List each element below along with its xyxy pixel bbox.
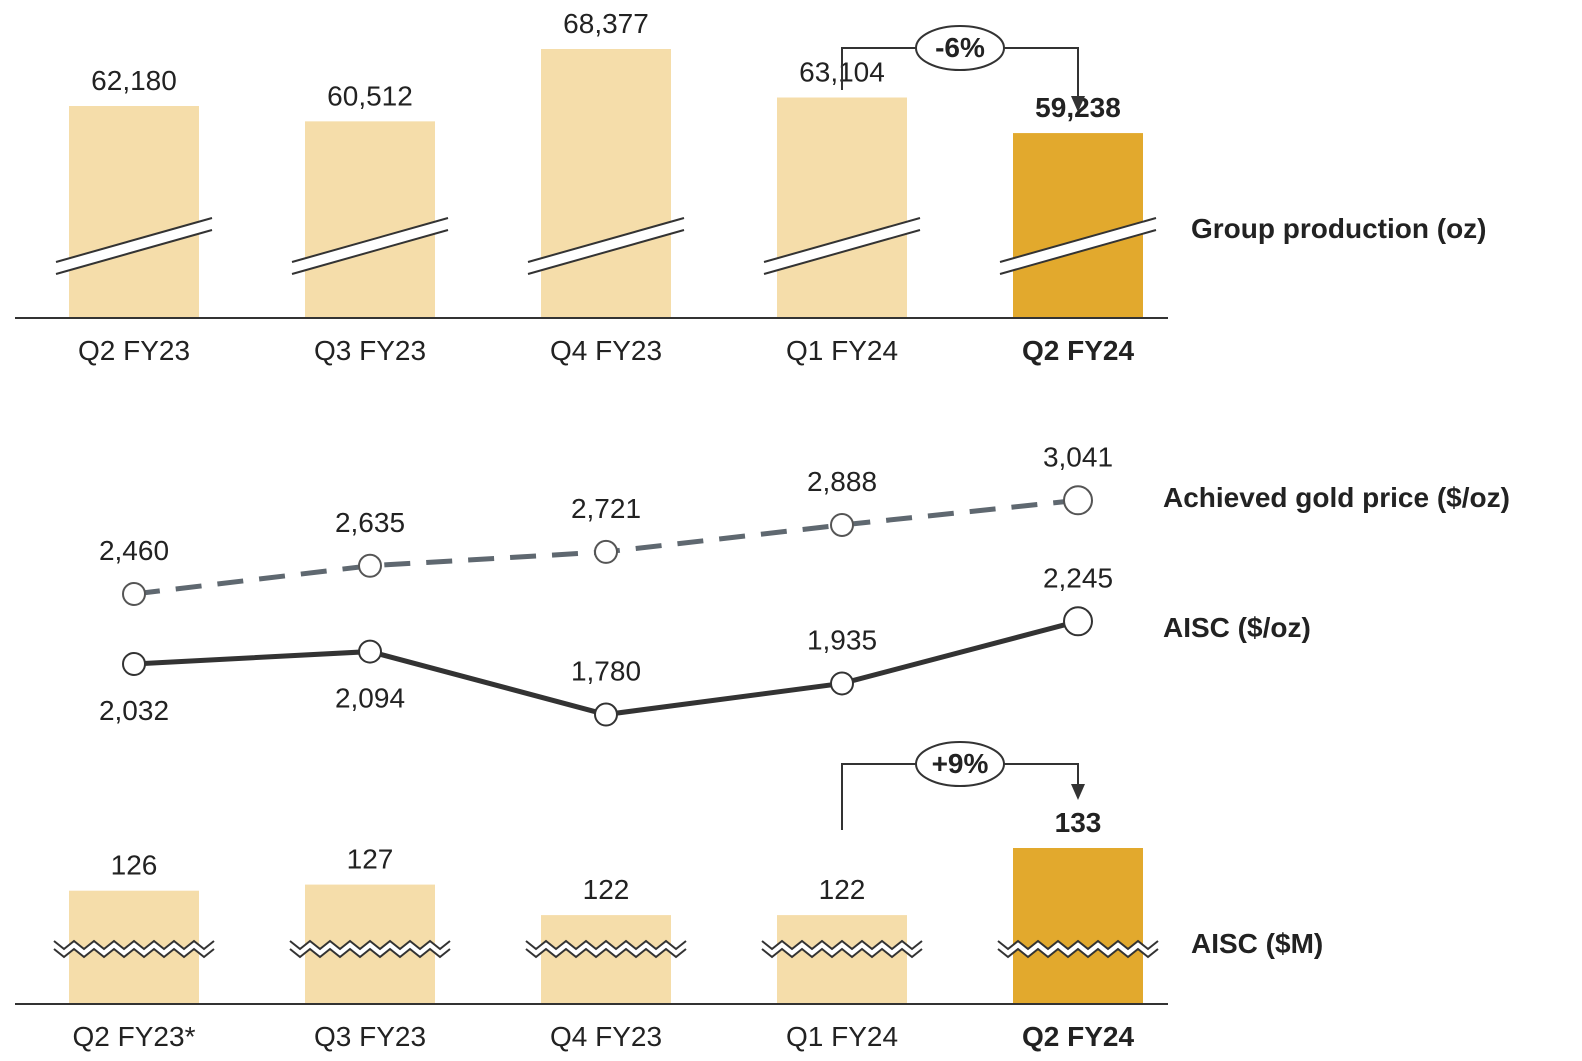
p3-value-label-1: 127 xyxy=(347,844,394,875)
p3-category-label-0: Q2 FY23* xyxy=(73,1021,196,1052)
p3-value-label-4: 133 xyxy=(1055,807,1102,838)
aisc-category-labels: Q2 FY23* Q3 FY23 Q4 FY23 Q1 FY24 Q2 FY24 xyxy=(73,1021,1135,1052)
price-point-2 xyxy=(594,539,618,564)
p3-break-line-a-4 xyxy=(997,939,1159,951)
price-value-label-1: 2,635 xyxy=(335,507,405,538)
p3-category-label-4: Q2 FY24 xyxy=(1022,1021,1134,1052)
p1-bar-3 xyxy=(777,97,907,318)
p1-break-line-b-4 xyxy=(999,229,1157,275)
price-value-label-2: 2,721 xyxy=(571,493,641,524)
p3-callout-label: +9% xyxy=(932,748,989,779)
p1-callout-label: -6% xyxy=(935,32,985,63)
p3-break-line-b-2 xyxy=(525,947,687,959)
p1-bar-0 xyxy=(69,106,199,319)
price-aisc-line-chart: 2,460 2,635 2,721 2,888 3,041 2,032 2,094 1,780… xyxy=(99,441,1510,727)
p1-break-line-a-3 xyxy=(763,217,921,263)
p1-break-gap-2 xyxy=(528,218,684,274)
p1-break-gap-3 xyxy=(764,218,920,274)
aisc-value-label-2: 1,780 xyxy=(571,656,641,687)
p3-break-line-b-1 xyxy=(289,947,451,959)
p3-category-label-2: Q4 FY23 xyxy=(550,1021,662,1052)
p1-break-line-a-0 xyxy=(55,217,213,263)
p3-value-label-3: 122 xyxy=(819,874,866,905)
p1-bar-2 xyxy=(541,49,671,318)
p1-callout-arrowhead xyxy=(1071,96,1085,112)
aisc-bars xyxy=(69,848,1143,1004)
aisc-point-0 xyxy=(122,652,146,676)
p1-category-label-1: Q3 FY23 xyxy=(314,335,426,366)
p1-break-gap-0 xyxy=(56,218,212,274)
aisc-value-label-0: 2,032 xyxy=(99,695,169,726)
p3-break-line-b-4 xyxy=(997,947,1159,959)
p3-break-line-a-0 xyxy=(53,939,215,951)
aisc-bar-chart: 126 127 122 122 133 Q2 FY23* Q3 FY23 Q4 FY23 Q1… xyxy=(15,741,1323,1052)
p3-value-label-2: 122 xyxy=(583,874,630,905)
price-value-label-3: 2,888 xyxy=(807,466,877,497)
p1-break-line-a-4 xyxy=(999,217,1157,263)
p1-break-line-b-0 xyxy=(55,229,213,275)
p1-category-label-3: Q1 FY24 xyxy=(786,335,898,366)
p1-category-label-0: Q2 FY23 xyxy=(78,335,190,366)
p1-value-label-0: 62,180 xyxy=(91,65,177,96)
p3-category-label-3: Q1 FY24 xyxy=(786,1021,898,1052)
aisc-axis-breaks xyxy=(53,939,1159,959)
p3-bar-4 xyxy=(1013,848,1143,1004)
p3-category-label-1: Q3 FY23 xyxy=(314,1021,426,1052)
price-point-3 xyxy=(830,512,854,537)
p1-bar-1 xyxy=(305,121,435,318)
aisc-value-label-4: 2,245 xyxy=(1043,562,1113,593)
production-chart-title: Group production (oz) xyxy=(1191,213,1487,244)
p3-bar-2 xyxy=(541,915,671,1004)
aisc-point-3 xyxy=(830,671,854,696)
p3-break-line-a-1 xyxy=(289,939,451,951)
price-point-4 xyxy=(1063,485,1093,516)
price-point-0 xyxy=(122,582,146,606)
p3-break-line-a-3 xyxy=(761,939,923,951)
aisc-value-label-3: 1,935 xyxy=(807,624,877,655)
p3-bar-3 xyxy=(777,915,907,1004)
p1-callout-oval xyxy=(915,25,1005,71)
p3-callout-oval xyxy=(915,741,1005,787)
line-points xyxy=(122,485,1093,727)
price-value-label-0: 2,460 xyxy=(99,535,169,566)
p1-bar-4 xyxy=(1013,133,1143,318)
p1-break-line-b-2 xyxy=(527,229,685,275)
aisc-point-2 xyxy=(594,702,618,727)
p3-callout-arrowhead xyxy=(1071,784,1085,800)
aisc-value-labels: 126 127 122 122 133 xyxy=(111,807,1102,905)
p3-value-label-0: 126 xyxy=(111,850,158,881)
production-change-callout: -6% xyxy=(841,25,1085,112)
p3-break-line-b-3 xyxy=(761,947,923,959)
p3-break-line-b-0 xyxy=(53,947,215,959)
price-point-1 xyxy=(358,553,382,578)
p1-break-line-b-3 xyxy=(763,229,921,275)
aisc-point-1 xyxy=(358,639,382,664)
p1-category-label-4: Q2 FY24 xyxy=(1022,335,1134,366)
price-value-label-4: 3,041 xyxy=(1043,441,1113,472)
production-bars xyxy=(69,49,1143,319)
aisc-series-legend: AISC ($/oz) xyxy=(1163,612,1311,643)
aisc-value-label-1: 2,094 xyxy=(335,683,405,714)
aisc-chart-title: AISC ($M) xyxy=(1191,928,1323,959)
p1-break-line-b-1 xyxy=(291,229,449,275)
p1-break-gap-4 xyxy=(1000,218,1156,274)
p3-break-line-a-2 xyxy=(525,939,687,951)
p1-value-label-2: 68,377 xyxy=(563,8,649,39)
p1-break-line-a-1 xyxy=(291,217,449,263)
production-category-labels: Q2 FY23 Q3 FY23 Q4 FY23 Q1 FY24 Q2 FY24 xyxy=(78,335,1134,366)
aisc-point-4 xyxy=(1063,606,1093,637)
aisc-change-callout: +9% xyxy=(841,741,1085,830)
p1-category-label-2: Q4 FY23 xyxy=(550,335,662,366)
production-axis-breaks xyxy=(55,217,1157,275)
price-series-legend: Achieved gold price ($/oz) xyxy=(1163,482,1510,513)
p1-break-gap-1 xyxy=(292,218,448,274)
line-value-labels: 2,460 2,635 2,721 2,888 3,041 2,032 2,094 1,780… xyxy=(99,441,1113,726)
p1-break-line-a-2 xyxy=(527,217,685,263)
p1-value-label-1: 60,512 xyxy=(327,80,413,111)
